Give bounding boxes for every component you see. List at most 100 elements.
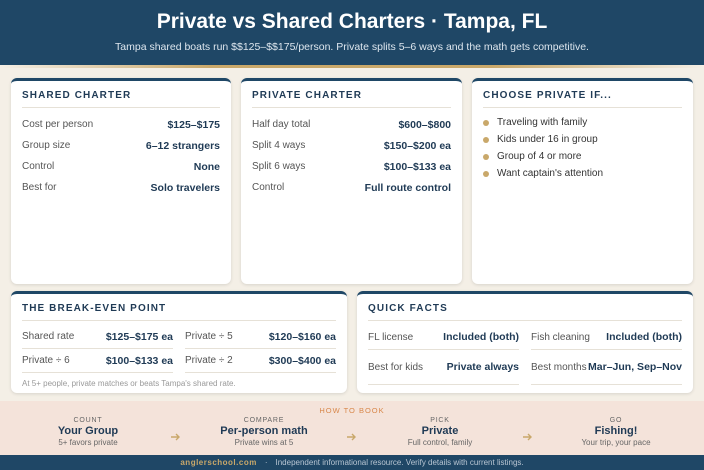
row: Cost per person $125–$175 [22,114,220,135]
step-title: Per-person math [220,425,308,437]
label: Group size [22,140,71,151]
value: 6–12 strangers [145,139,220,152]
card-body: Cost per person $125–$175 Group size 6–12 s… [11,108,231,198]
row: Group size 6–12 strangers [22,135,220,156]
value: Full route control [364,181,451,194]
footer-note: Independent informational resource. Veri… [275,458,524,467]
arrow-icon [171,433,180,441]
card-title: QUICK FACTS [368,294,682,321]
arrow [523,428,533,446]
value: Mar–Jun, Sep–Nov [588,361,682,373]
row: Shared rate $125–$175 ea Private ÷ 5 $120–$… [11,325,347,349]
step-sub: Your trip, your pace [581,438,651,447]
label: Private ÷ 2 [185,355,233,366]
value: Included (both) [606,331,682,343]
how-to-book: HOW TO BOOK COUNT Your Group 5+ favors priv… [0,401,704,455]
step: COUNT Your Group 5+ favors private [13,417,163,447]
value: $300–$400 ea [268,354,336,367]
value: $150–$200 ea [383,139,451,152]
section-title: HOW TO BOOK [319,406,385,415]
label: Cost per person [22,119,94,130]
value: $125–$175 ea [105,330,173,343]
row: Private ÷ 6 $100–$133 ea Private ÷ 2 $300–$… [11,349,347,373]
row: Best for kids Private always Best months Ma… [357,350,693,385]
bullet-item: Kids under 16 in group [483,131,682,148]
row: Control Full route control [252,177,451,198]
label: Split 6 ways [252,161,306,172]
item-text: Group of 4 or more [497,151,582,162]
bullet [483,119,489,126]
step-kicker: COMPARE [243,417,285,424]
step-sub: Full control, family [407,438,473,447]
card-title: THE BREAK-EVEN POINT [22,294,336,321]
label: Private ÷ 5 [185,331,233,342]
step-sub: 5+ favors private [58,438,118,447]
gold-rule [0,65,704,68]
value: Included (both) [443,331,519,343]
label: Split 4 ways [252,140,306,151]
card-title: PRIVATE CHARTER [252,81,451,108]
card: QUICK FACTS FL license Included (both) Fish… [357,291,693,393]
value: None [193,160,220,173]
row: Split 6 ways $100–$133 ea [252,156,451,177]
step-title: Your Group [57,425,119,437]
pair: Fish cleaning Included (both) [531,325,682,350]
arrow [347,428,357,446]
step-kicker: COUNT [73,417,103,424]
pair: Shared rate $125–$175 ea [22,325,173,349]
step-sub: Private wins at 5 [234,438,294,447]
label: Best for [22,182,57,193]
bullet [483,170,489,177]
note: At 5+ people, private matches or beats T… [22,379,236,388]
bullet-item: Group of 4 or more [483,148,682,165]
site: anglerschool.com [180,458,257,467]
row: Half day total $600–$800 [252,114,451,135]
value: Private always [446,361,519,373]
value: $600–$800 [398,118,451,131]
label: Control [22,161,55,172]
card: PRIVATE CHARTER Half day total $600–$800 Sp… [241,78,462,284]
pair: Private ÷ 5 $120–$160 ea [185,325,336,349]
pair: Best months Mar–Jun, Sep–Nov [531,350,682,385]
value: $120–$160 ea [268,330,336,343]
arrow-icon [347,433,356,441]
step-kicker: GO [609,417,623,424]
step-title: Fishing! [594,425,638,437]
label: Private ÷ 6 [22,355,70,366]
item-text: Want captain's attention [497,168,604,179]
bullet [483,136,489,143]
item-text: Kids under 16 in group [497,134,598,145]
card-title: CHOOSE PRIVATE IF... [483,81,682,108]
pair: Best for kids Private always [368,350,519,385]
pair: Private ÷ 6 $100–$133 ea [22,349,173,373]
pair: Private ÷ 2 $300–$400 ea [185,349,336,373]
step: PICK Private Full control, family [365,417,515,447]
row: Split 4 ways $150–$200 ea [252,135,451,156]
bullet [483,153,489,160]
header: Private vs Shared Charters · Tampa, FL T… [0,0,704,65]
card: THE BREAK-EVEN POINT Shared rate $125–$175… [11,291,347,393]
card-body: Half day total $600–$800 Split 4 ways $150–… [241,108,462,198]
bullet-item: Want captain's attention [483,165,682,182]
label: Best for kids [368,361,424,373]
arrow [171,428,181,446]
subtitle: Tampa shared boats run $$125–$$175/perso… [115,41,589,53]
value: $100–$133 ea [383,160,451,173]
card: CHOOSE PRIVATE IF... Traveling with famil… [472,78,693,284]
step-title: Private [421,425,459,437]
card-body: Shared rate $125–$175 ea Private ÷ 5 $120–$… [11,321,347,373]
card-body: Traveling with family Kids under 16 in gr… [472,108,693,182]
title: Private vs Shared Charters · Tampa, FL [156,10,548,33]
row: FL license Included (both) Fish cleaning In… [357,325,693,350]
bullet-item: Traveling with family [483,114,682,131]
item-text: Traveling with family [497,117,588,128]
value: $100–$133 ea [105,354,173,367]
separator: · [264,458,268,467]
step: COMPARE Per-person math Private wins at 5 [189,417,339,447]
value: Solo travelers [150,181,220,194]
label: Half day total [252,119,311,130]
row: Control None [22,156,220,177]
card-title: SHARED CHARTER [22,81,220,108]
label: FL license [368,331,414,343]
